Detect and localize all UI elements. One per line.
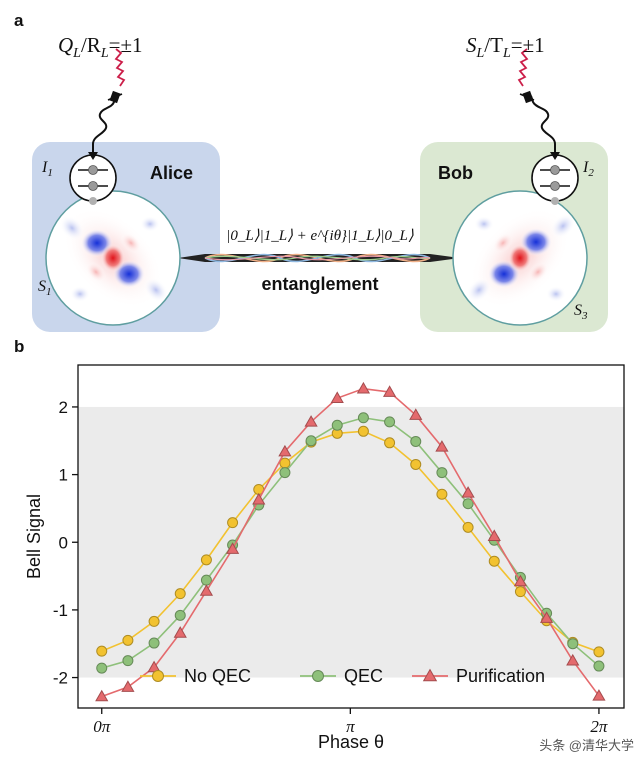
data-point bbox=[174, 588, 186, 600]
y-axis-label: Bell Signal bbox=[24, 494, 44, 579]
alice-signal-icon bbox=[114, 48, 126, 87]
y-tick-label: 2 bbox=[59, 398, 68, 417]
legend-marker bbox=[152, 670, 164, 682]
data-point bbox=[331, 419, 343, 431]
panel-a: a bbox=[14, 11, 608, 332]
data-point bbox=[488, 555, 500, 567]
data-point bbox=[225, 542, 240, 554]
chart-legend: No QEC QEC Purification bbox=[140, 666, 545, 686]
data-point bbox=[436, 488, 448, 500]
bob-name: Bob bbox=[438, 163, 473, 183]
data-point bbox=[462, 498, 474, 510]
data-point bbox=[122, 634, 134, 646]
data-point bbox=[461, 486, 475, 498]
legend-marker bbox=[422, 668, 438, 682]
data-point bbox=[384, 437, 396, 449]
entanglement-cable bbox=[178, 253, 460, 263]
bob-signal-icon bbox=[517, 48, 529, 87]
plot-frame bbox=[77, 364, 625, 709]
data-point bbox=[121, 680, 135, 692]
y-tick-label: -2 bbox=[53, 669, 68, 688]
alice-qubit-icon bbox=[69, 154, 117, 205]
x-axis-label: Phase θ bbox=[318, 732, 384, 752]
bob-qubit-label: I2 bbox=[582, 159, 594, 179]
alice-storage-label: S1 bbox=[38, 278, 52, 298]
watermark: 头条 @清华大学 bbox=[539, 738, 634, 753]
data-point bbox=[96, 662, 108, 674]
series-line bbox=[101, 416, 600, 669]
alice-readout-line bbox=[88, 90, 123, 160]
x-tick-label: 0π bbox=[93, 717, 111, 736]
data-point bbox=[593, 646, 605, 658]
data-point bbox=[279, 467, 291, 479]
legend-marker bbox=[312, 670, 324, 682]
data-point bbox=[200, 554, 212, 566]
y-tick-label: 1 bbox=[59, 466, 68, 485]
data-point bbox=[304, 415, 318, 427]
y-tick-label: -1 bbox=[53, 601, 68, 620]
data-point bbox=[487, 529, 501, 541]
panel-b: b 0π π 2π 2 1 0 -1 -2 No QEC QEC Purification Ph… bbox=[14, 337, 625, 752]
panel-a-label: a bbox=[14, 11, 24, 30]
entanglement-label: entanglement bbox=[261, 274, 378, 294]
data-point bbox=[356, 381, 371, 394]
alice-name: Alice bbox=[150, 163, 193, 183]
alice-measure-label: QL/RL=±1 bbox=[58, 33, 142, 61]
data-point bbox=[514, 586, 526, 598]
bob-readout-line bbox=[519, 90, 560, 160]
data-point bbox=[148, 615, 160, 627]
data-point bbox=[227, 517, 239, 529]
bob-measure-label: SL/TL=±1 bbox=[466, 33, 545, 61]
data-point bbox=[200, 574, 212, 586]
state-formula: |0_L⟩|1_L⟩ + e^{iθ}|1_L⟩|0_L⟩ bbox=[226, 228, 414, 244]
panel-b-label: b bbox=[14, 337, 24, 356]
legend-label: QEC bbox=[344, 666, 383, 686]
data-point bbox=[330, 391, 344, 403]
data-point bbox=[436, 467, 448, 479]
data-point bbox=[305, 435, 317, 447]
data-point bbox=[95, 689, 109, 702]
series-line bbox=[101, 430, 600, 653]
data-point bbox=[410, 458, 422, 470]
data-point bbox=[384, 416, 396, 428]
data-point bbox=[462, 521, 474, 533]
data-point bbox=[410, 435, 422, 447]
y-tick-label: 0 bbox=[59, 533, 68, 552]
data-point bbox=[567, 638, 579, 650]
series-purification bbox=[95, 381, 606, 702]
x-tick-label: 2π bbox=[590, 717, 608, 736]
data-point bbox=[435, 440, 449, 452]
data-point bbox=[357, 425, 369, 437]
legend-label: Purification bbox=[456, 666, 545, 686]
data-point bbox=[252, 492, 266, 505]
data-point bbox=[592, 689, 606, 701]
alice-cavity bbox=[45, 190, 181, 326]
data-point bbox=[539, 611, 554, 623]
data-point bbox=[96, 645, 108, 657]
x-tick-label: π bbox=[346, 717, 355, 736]
x-axis-ticks: 0π π 2π bbox=[93, 708, 608, 736]
data-point bbox=[409, 408, 423, 420]
data-point bbox=[593, 660, 605, 672]
data-point bbox=[122, 655, 134, 667]
data-point bbox=[148, 637, 160, 649]
data-point bbox=[357, 412, 369, 424]
data-point bbox=[278, 444, 292, 457]
y-axis-ticks: 2 1 0 -1 -2 bbox=[53, 398, 78, 688]
bob-cavity bbox=[452, 190, 588, 326]
chart-series bbox=[95, 381, 606, 702]
data-point bbox=[173, 626, 187, 638]
alice-qubit-label: I1 bbox=[41, 159, 53, 179]
data-point bbox=[199, 584, 214, 596]
bell-bound-band bbox=[78, 406, 624, 678]
data-point bbox=[566, 653, 580, 666]
data-point bbox=[513, 574, 528, 587]
bob-storage-label: S3 bbox=[574, 302, 588, 322]
data-point bbox=[382, 385, 397, 397]
legend-label: No QEC bbox=[184, 666, 251, 686]
series-line bbox=[101, 387, 600, 698]
data-point bbox=[174, 609, 186, 621]
